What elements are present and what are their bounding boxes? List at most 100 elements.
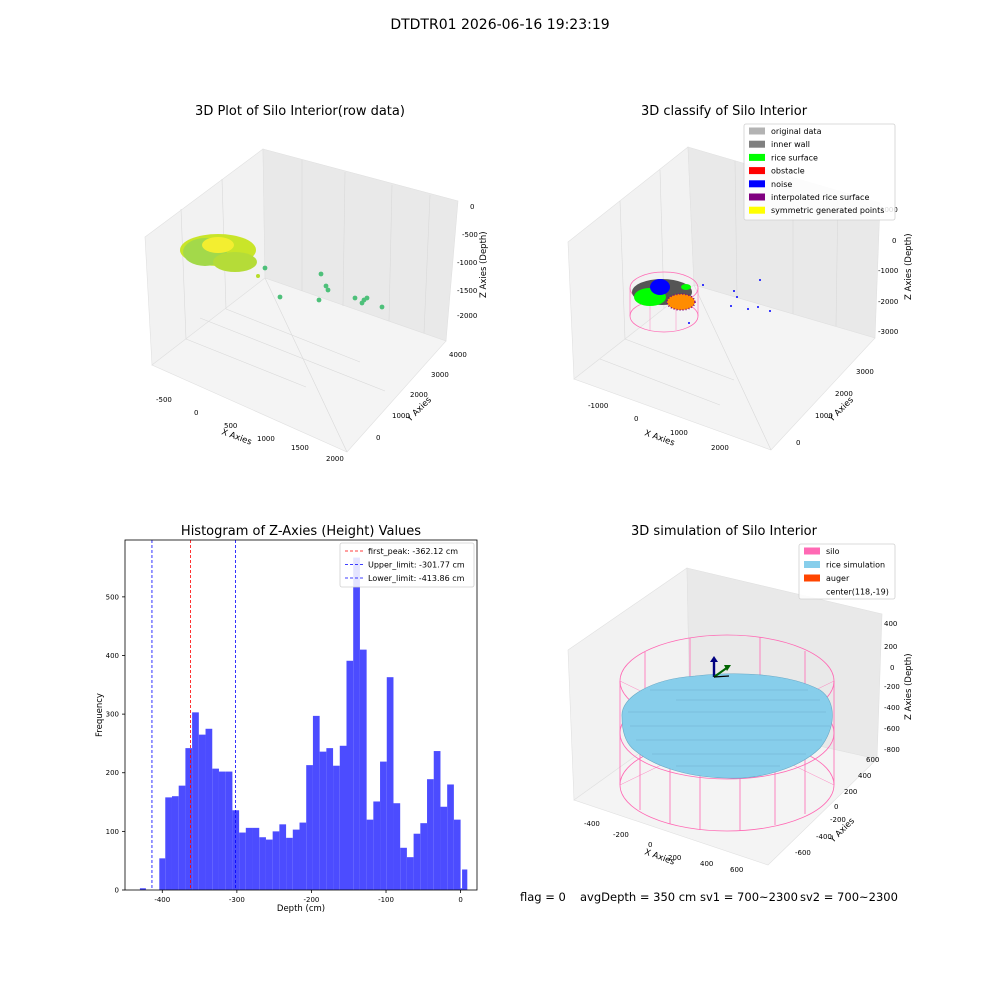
histogram-bar (386, 677, 394, 890)
histogram-bar (440, 806, 448, 890)
histogram-bar (205, 728, 213, 890)
legend-swatch (804, 561, 820, 568)
sim-z-tick: 200 (884, 643, 897, 651)
histogram-bar (139, 888, 146, 890)
histogram-bar (212, 768, 219, 890)
classify-silo (629, 271, 771, 333)
raw-3d-points (180, 234, 385, 310)
classify-x-tick: -1000 (588, 402, 608, 410)
histogram-y-tick-label: 300 (106, 711, 119, 719)
sim-z-tick: 400 (884, 620, 897, 628)
histogram-bar (299, 822, 307, 890)
avg-depth-status: avgDepth = 350 cm (580, 890, 697, 904)
legend-swatch (804, 574, 820, 582)
classify-y-tick: 3000 (856, 368, 874, 376)
histogram-bar (171, 796, 179, 890)
simulation-auger (710, 656, 731, 678)
simulation-rice-surface (621, 673, 833, 779)
raw-z-label: Z Axies (Depth) (479, 231, 489, 298)
histogram-y-tick-label: 200 (106, 769, 119, 777)
histogram-bar (427, 779, 434, 890)
histogram-bar (292, 829, 300, 890)
histogram-bar (306, 765, 313, 890)
histogram-bar (286, 837, 293, 890)
legend-swatch (749, 167, 765, 175)
histogram-bar (346, 660, 354, 890)
sim-y-tick: 400 (858, 772, 871, 780)
sim-x-tick: -400 (584, 820, 600, 828)
histogram-bar (413, 833, 421, 890)
histogram-bar (462, 869, 468, 890)
legend-swatch (749, 127, 765, 135)
raw-x-tick: 500 (224, 422, 237, 430)
histogram-bar (185, 748, 193, 890)
sim-y-tick: -600 (795, 849, 811, 857)
classify-y-tick: 0 (796, 439, 800, 447)
raw-z-tick: -2000 (457, 312, 477, 320)
legend-label: symmetric generated points (771, 206, 884, 215)
classify-x-tick: 0 (634, 415, 638, 423)
raw-x-tick: 2000 (326, 455, 344, 463)
histogram-bar (312, 715, 320, 890)
panel-title-raw: 3D Plot of Silo Interior(row data) (195, 104, 405, 119)
histogram-bar (406, 857, 414, 890)
raw-z-tick: -1500 (457, 287, 477, 295)
histogram-bar (279, 824, 287, 890)
histogram-bar (380, 761, 387, 890)
histogram-x-tick-label: -200 (303, 896, 319, 904)
histogram-bar (460, 888, 463, 890)
histogram-bar (272, 831, 280, 890)
legend-label: silo (826, 547, 840, 556)
histogram-bar (333, 765, 340, 890)
histogram-bar (165, 797, 172, 890)
raw-y-tick: 2000 (410, 391, 428, 399)
histogram-bar (339, 745, 347, 890)
raw-z-tick: -500 (462, 231, 478, 239)
sim-x-tick: 200 (668, 854, 681, 862)
legend-label: first_peak: -362.12 cm (368, 547, 458, 556)
panel-title-histogram: Histogram of Z-Axies (Height) Values (180, 524, 422, 539)
classify-z-tick: 0 (892, 237, 896, 245)
legend-label: inner wall (771, 140, 810, 149)
sim-z-tick: 0 (890, 664, 894, 672)
histogram-y-tick-label: 0 (115, 887, 119, 895)
histogram-x-label: Depth (cm) (277, 904, 325, 914)
histogram-x-tick-label: -400 (154, 896, 170, 904)
sim-y-tick: -400 (816, 833, 832, 841)
panel-title-simulation: 3D simulation of Silo Interior (631, 524, 817, 539)
sim-z-label: Z Axies (Depth) (904, 653, 914, 720)
legend-swatch (749, 153, 765, 161)
histogram-bar (420, 823, 428, 890)
legend-label: interpolated rice surface (771, 193, 869, 202)
sim-x-tick: -200 (613, 831, 629, 839)
legend-swatch (749, 193, 765, 201)
histogram-bar (400, 847, 407, 890)
sim-x-tick: 0 (648, 841, 652, 849)
histogram-bar (218, 771, 226, 890)
classify-x-tick: 2000 (711, 444, 729, 452)
figure-title: DTDTR01 2026-06-16 19:23:19 (390, 17, 610, 33)
histogram-bar (359, 649, 367, 890)
sim-x-tick: 600 (730, 866, 743, 874)
legend-label: auger (826, 574, 850, 583)
sim-y-tick: 600 (866, 756, 879, 764)
simulation-legend: silo rice simulation auger center(118,-19) (798, 543, 896, 600)
histogram-frame (124, 539, 478, 891)
histogram-x-tick-label: 0 (458, 896, 462, 904)
legend-swatch (749, 180, 765, 188)
histogram-bar (259, 837, 266, 890)
legend-label: rice surface (771, 153, 818, 162)
raw-x-tick: 1000 (257, 435, 275, 443)
raw-y-tick: 1000 (392, 412, 410, 420)
legend-swatch (749, 206, 765, 214)
histogram-bar (245, 827, 253, 890)
histogram-bar (319, 751, 327, 890)
legend-label: original data (771, 127, 822, 136)
sim-z-tick: -600 (884, 725, 900, 733)
histogram-bar (366, 819, 374, 890)
raw-y-tick: 4000 (449, 351, 467, 359)
histogram-bar (239, 832, 246, 890)
histogram-bar (373, 801, 381, 890)
legend-label: obstacle (771, 167, 805, 176)
